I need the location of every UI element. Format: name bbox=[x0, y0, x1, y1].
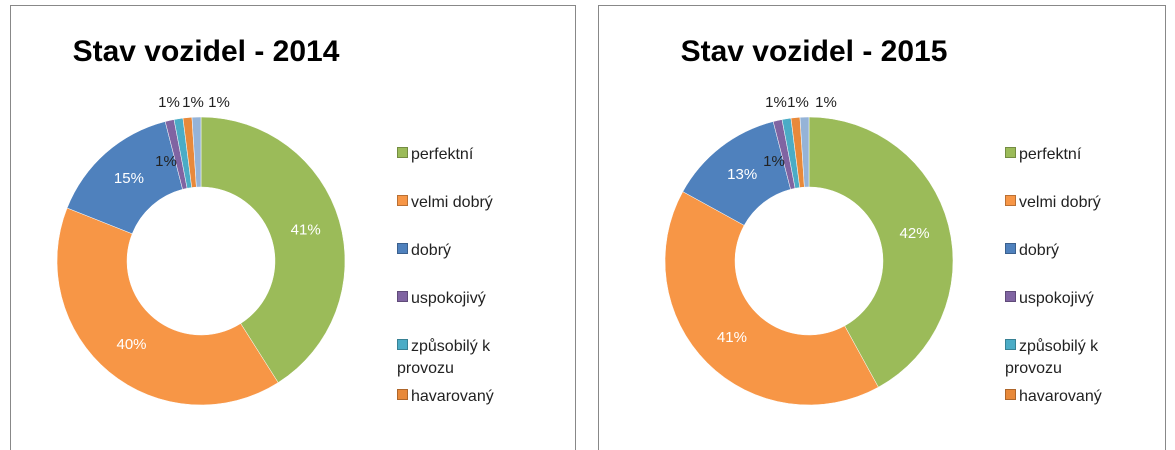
donut-segment bbox=[799, 116, 810, 188]
data-label: 41% bbox=[717, 329, 747, 346]
legend-label: uspokojivý bbox=[1019, 290, 1094, 307]
donut-segment bbox=[191, 116, 202, 188]
legend-item: velmi dobrý bbox=[1005, 192, 1155, 214]
legend-item: způsobilý k provozu bbox=[1005, 336, 1155, 380]
legend-swatch bbox=[397, 291, 408, 302]
legend-label: perfektní bbox=[411, 146, 474, 163]
chart-panel: Stav vozidel - 2014 41% 40% 15% 1% 1% 1% 1% perf… bbox=[10, 5, 576, 450]
data-label: 1% bbox=[763, 153, 785, 170]
data-label: 1% bbox=[765, 94, 787, 111]
legend-item: velmi dobrý bbox=[397, 192, 547, 214]
donut-segment bbox=[200, 116, 346, 383]
legend-swatch bbox=[1005, 339, 1016, 350]
legend-swatch bbox=[1005, 291, 1016, 302]
data-label: 1% bbox=[815, 94, 837, 111]
legend-label: perfektní bbox=[1019, 146, 1082, 163]
legend-item: perfektní bbox=[1005, 144, 1155, 166]
chart-title: Stav vozidel - 2014 bbox=[73, 35, 340, 68]
data-label: 1% bbox=[208, 94, 230, 111]
legend-label: havarovaný bbox=[411, 388, 494, 405]
legend-swatch bbox=[1005, 243, 1016, 254]
legend-label: dobrý bbox=[411, 242, 452, 259]
legend-label: velmi dobrý bbox=[1019, 194, 1101, 211]
legend-swatch bbox=[397, 147, 408, 158]
data-label: 13% bbox=[727, 166, 757, 183]
legend-item: havarovaný bbox=[1005, 386, 1155, 408]
legend-item: havarovaný bbox=[397, 386, 547, 408]
chart-panel: Stav vozidel - 2015 42% 41% 13% 1% 1% 1% 1% perf… bbox=[598, 5, 1166, 450]
legend-swatch bbox=[1005, 147, 1016, 158]
legend-item: perfektní bbox=[397, 144, 547, 166]
legend-item: dobrý bbox=[397, 240, 547, 262]
data-label: 42% bbox=[900, 225, 930, 242]
data-label: 15% bbox=[114, 170, 144, 187]
legend-label: havarovaný bbox=[1019, 388, 1102, 405]
legend-label: velmi dobrý bbox=[411, 194, 493, 211]
donut-segment bbox=[808, 116, 954, 388]
data-label: 1% bbox=[787, 94, 809, 111]
legend-item: uspokojivý bbox=[397, 288, 547, 310]
legend-label: způsobilý k provozu bbox=[397, 338, 491, 377]
data-label: 1% bbox=[182, 94, 204, 111]
legend-label: způsobilý k provozu bbox=[1005, 338, 1099, 377]
donut-segment bbox=[664, 191, 879, 406]
legend-label: uspokojivý bbox=[411, 290, 486, 307]
data-label: 1% bbox=[158, 94, 180, 111]
legend-item: uspokojivý bbox=[1005, 288, 1155, 310]
legend-swatch bbox=[397, 389, 408, 400]
legend-swatch bbox=[1005, 195, 1016, 206]
legend-item: dobrý bbox=[1005, 240, 1155, 262]
legend-swatch bbox=[397, 195, 408, 206]
data-label: 41% bbox=[291, 222, 321, 239]
data-label: 1% bbox=[155, 153, 177, 170]
chart-title: Stav vozidel - 2015 bbox=[681, 35, 948, 68]
legend-label: dobrý bbox=[1019, 242, 1060, 259]
legend-item: způsobilý k provozu bbox=[397, 336, 547, 380]
legend-swatch bbox=[1005, 389, 1016, 400]
data-label: 40% bbox=[117, 336, 147, 353]
legend-swatch bbox=[397, 339, 408, 350]
donut-segment bbox=[56, 207, 279, 406]
legend-swatch bbox=[397, 243, 408, 254]
